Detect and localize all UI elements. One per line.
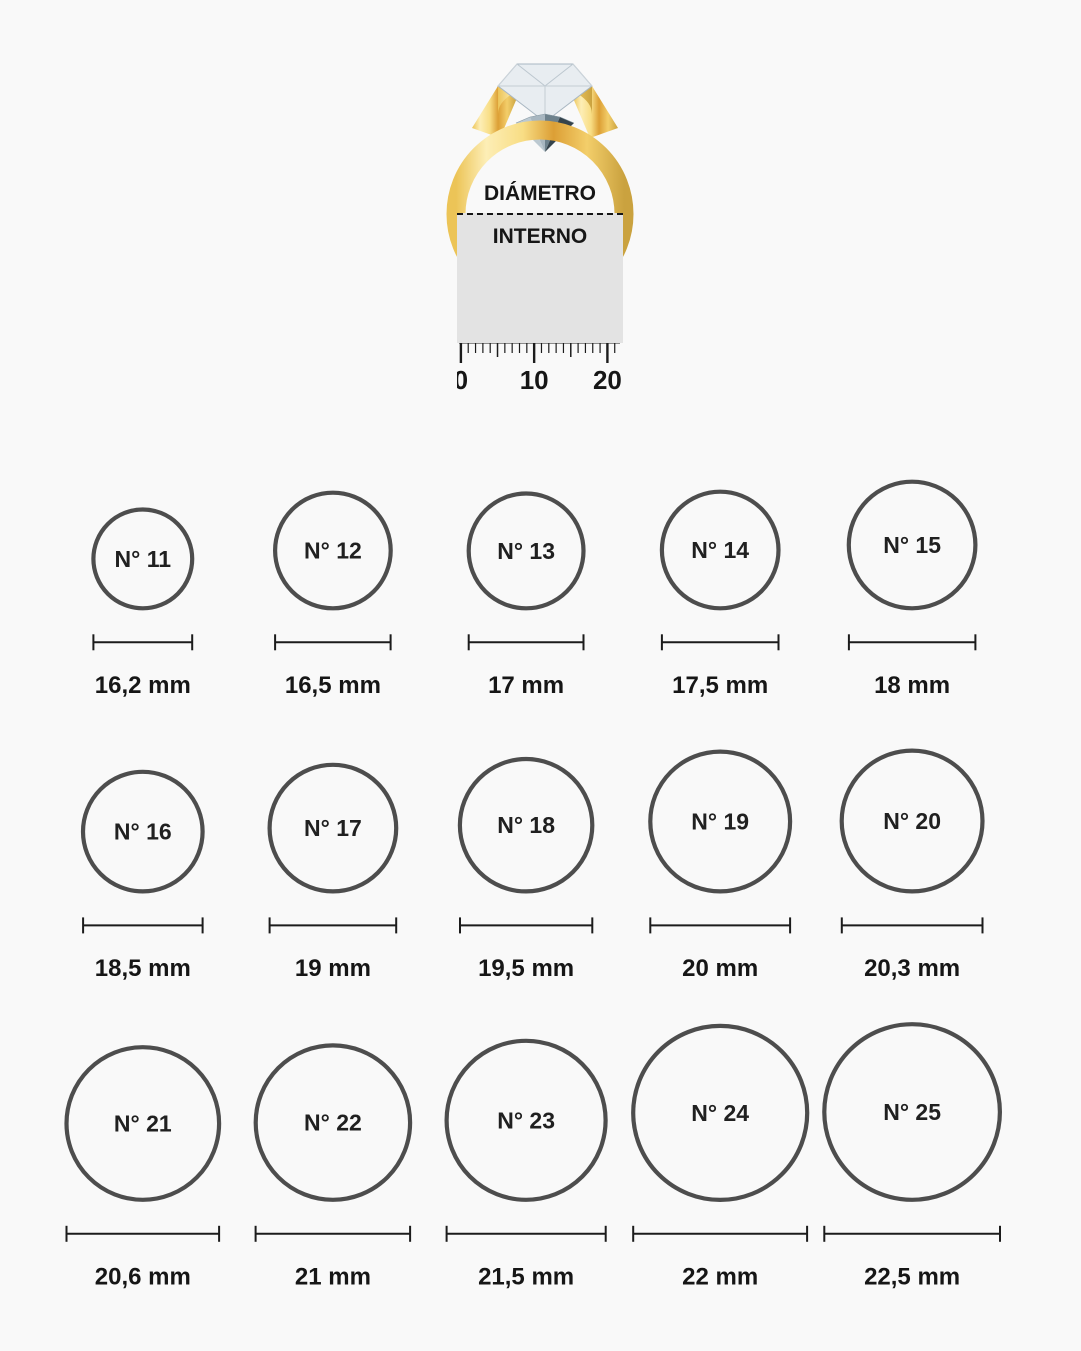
svg-text:19,5 mm: 19,5 mm <box>478 955 574 982</box>
svg-text:N° 14: N° 14 <box>691 537 749 563</box>
svg-text:N° 18: N° 18 <box>497 812 555 838</box>
svg-text:17 mm: 17 mm <box>488 672 564 699</box>
svg-text:19 mm: 19 mm <box>295 955 371 982</box>
svg-text:22,5 mm: 22,5 mm <box>864 1264 960 1291</box>
svg-text:N° 25: N° 25 <box>883 1099 941 1125</box>
svg-text:20 mm: 20 mm <box>682 955 758 982</box>
svg-text:21,5 mm: 21,5 mm <box>478 1264 574 1291</box>
svg-text:N° 13: N° 13 <box>497 538 555 564</box>
svg-text:16,5 mm: 16,5 mm <box>285 672 381 699</box>
svg-text:N° 17: N° 17 <box>304 815 362 841</box>
svg-text:N° 20: N° 20 <box>883 808 941 834</box>
svg-text:20,3 mm: 20,3 mm <box>864 955 960 982</box>
svg-text:20,6 mm: 20,6 mm <box>95 1264 191 1291</box>
svg-text:N° 24: N° 24 <box>691 1100 749 1126</box>
svg-text:18 mm: 18 mm <box>874 672 950 699</box>
svg-text:N° 19: N° 19 <box>691 809 749 835</box>
svg-text:22 mm: 22 mm <box>682 1264 758 1291</box>
svg-text:21 mm: 21 mm <box>295 1264 371 1291</box>
svg-text:N° 22: N° 22 <box>304 1110 362 1136</box>
svg-text:18,5 mm: 18,5 mm <box>95 955 191 982</box>
svg-text:N° 23: N° 23 <box>497 1107 555 1133</box>
svg-text:17,5 mm: 17,5 mm <box>672 672 768 699</box>
svg-text:N° 16: N° 16 <box>114 819 172 845</box>
svg-text:16,2 mm: 16,2 mm <box>95 672 191 699</box>
svg-text:N° 12: N° 12 <box>304 538 362 564</box>
svg-text:N° 15: N° 15 <box>883 532 941 558</box>
svg-text:N° 11: N° 11 <box>115 546 172 572</box>
svg-text:N° 21: N° 21 <box>114 1111 172 1137</box>
